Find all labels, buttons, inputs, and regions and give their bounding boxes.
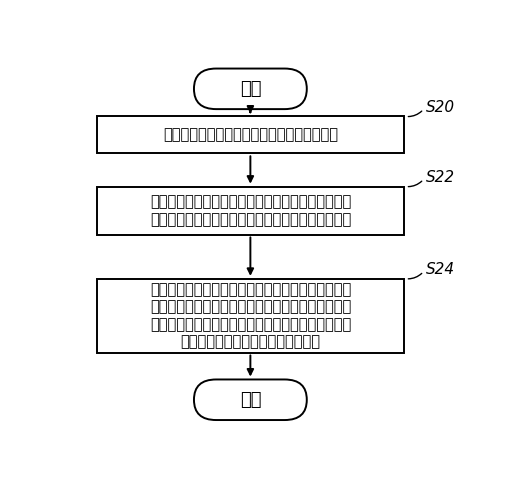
FancyBboxPatch shape: [97, 279, 404, 353]
FancyBboxPatch shape: [97, 187, 404, 235]
Text: S24: S24: [426, 262, 455, 277]
Text: S20: S20: [426, 100, 455, 115]
Text: 当所述给定位置相对于所述当前位置，位于所述挡块
的默认运动方向的同向一侧时，选择第一定位方案；: 当所述给定位置相对于所述当前位置，位于所述挡块 的默认运动方向的同向一侧时，选择…: [150, 194, 351, 227]
FancyBboxPatch shape: [194, 68, 307, 109]
FancyBboxPatch shape: [97, 116, 404, 153]
Text: 确定给定位置与当前位置的距离对应的第一脉冲数，
控制所述电机按所述单向定位方向所对应的旋转方向
转动，转动与所述第一脉冲数相对应的圈数，通过丝
杆使所述挡块准确: 确定给定位置与当前位置的距离对应的第一脉冲数， 控制所述电机按所述单向定位方向所…: [150, 282, 351, 349]
Text: 在需要对挡块进行定位时，确定单向定位方向: 在需要对挡块进行定位时，确定单向定位方向: [163, 127, 338, 142]
Text: 开始: 开始: [240, 80, 261, 98]
FancyBboxPatch shape: [194, 379, 307, 420]
Text: S22: S22: [426, 170, 455, 185]
Text: 结束: 结束: [240, 391, 261, 409]
